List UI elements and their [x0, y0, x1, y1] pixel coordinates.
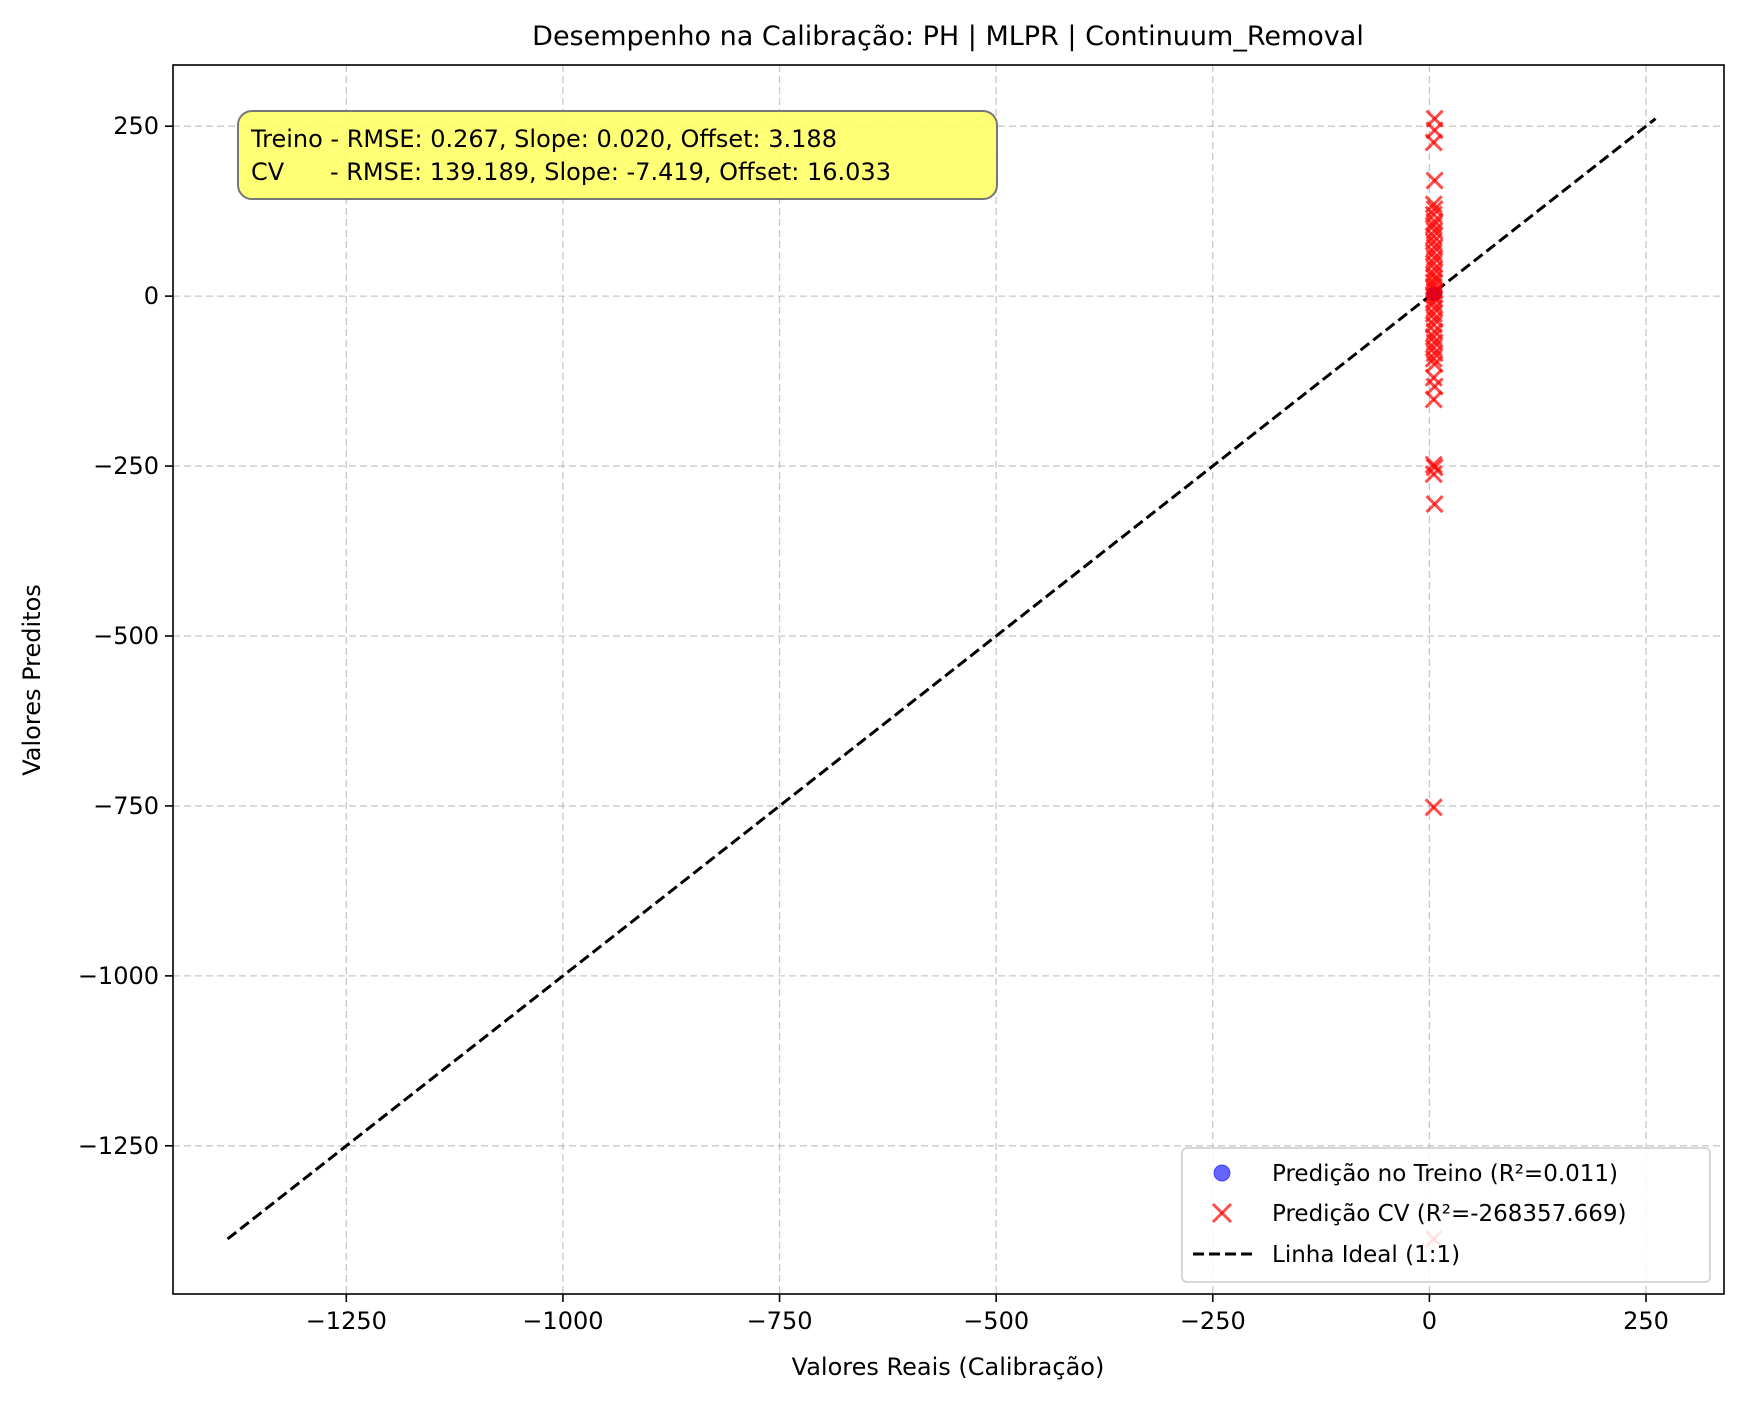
annotation-line-2: CV - RMSE: 139.189, Slope: -7.419, Offse…: [251, 158, 891, 186]
x-tick-label: 250: [1623, 1307, 1669, 1335]
plot-frame: [172, 64, 1725, 1295]
grid-lines: [173, 65, 1724, 1294]
y-tick-label: −500: [93, 622, 159, 650]
cv-point: [1424, 133, 1443, 152]
x-tick-label: −1250: [306, 1307, 387, 1335]
x-tick-label: 0: [1422, 1307, 1437, 1335]
legend-label-train: Predição no Treino (R²=0.011): [1272, 1161, 1618, 1187]
y-tick-label: −750: [93, 792, 159, 820]
x-tick-label: −750: [747, 1307, 813, 1335]
annotation-box: Treino - RMSE: 0.267, Slope: 0.020, Offs…: [237, 110, 998, 200]
cv-point: [1424, 798, 1443, 817]
y-tick-label: −250: [93, 452, 159, 480]
cv-point: [1425, 171, 1444, 190]
x-tick-label: −1000: [522, 1307, 603, 1335]
legend-marker-cv: [1211, 1202, 1233, 1224]
x-axis-label: Valores Reais (Calibração): [792, 1353, 1105, 1381]
cv-point: [1425, 495, 1444, 514]
cv-point: [1424, 390, 1443, 409]
ideal-line: [226, 117, 1657, 1241]
y-tick-label: −1000: [78, 962, 159, 990]
y-axis-ticks: 250 0 −250 −500 −750 −1000 −1250: [78, 112, 173, 1160]
x-tick-label: −250: [1180, 1307, 1246, 1335]
legend-label-cv: Predição CV (R²=-268357.669): [1272, 1201, 1627, 1227]
legend-marker-train: [1213, 1164, 1231, 1182]
y-tick-label: 0: [144, 282, 159, 310]
x-tick-label: −500: [963, 1307, 1029, 1335]
annotation-background: [237, 110, 998, 200]
legend: Predição no Treino (R²=0.011) Predição C…: [1181, 1147, 1711, 1283]
y-tick-label: 250: [113, 112, 159, 140]
x-axis-ticks: −1250 −1000 −750 −500 −250 0 250: [306, 1294, 1669, 1335]
legend-frame: [1181, 1147, 1711, 1283]
annotation-line-1: Treino - RMSE: 0.267, Slope: 0.020, Offs…: [250, 125, 837, 153]
scatter-points: [1424, 109, 1444, 1249]
legend-label-ideal-line: Linha Ideal (1:1): [1272, 1242, 1460, 1268]
cv-point: [1424, 465, 1443, 484]
ideal-line-layer: [226, 117, 1657, 1241]
cv-point: [1425, 458, 1444, 477]
chart-title: Desempenho na Calibração: PH | MLPR | Co…: [532, 21, 1364, 52]
cv-point: [1424, 349, 1443, 368]
y-axis-label: Valores Preditos: [18, 584, 46, 776]
y-tick-label: −1250: [78, 1132, 159, 1160]
